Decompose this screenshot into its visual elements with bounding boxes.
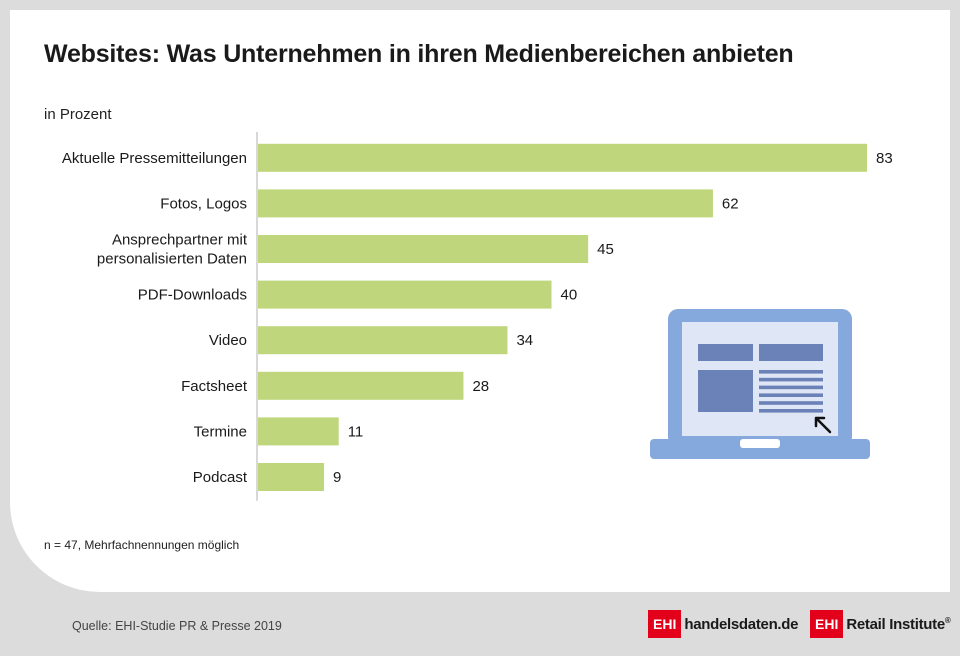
- screen-block-header-right: [759, 344, 823, 361]
- source-note: Quelle: EHI-Studie PR & Presse 2019: [72, 619, 282, 633]
- category-label-line: Fotos, Logos: [160, 195, 247, 212]
- bar-7: [258, 463, 325, 491]
- category-label-line: Ansprechpartner mit: [112, 232, 248, 249]
- screen-text-line: [759, 377, 823, 382]
- category-label-line: Video: [209, 332, 247, 349]
- screen-text-line: [759, 409, 823, 413]
- screen-text-lines: [759, 370, 823, 413]
- bar-1: [258, 189, 713, 218]
- category-label-6: Termine: [194, 423, 247, 440]
- retail-institute-name: Retail Institute: [846, 615, 945, 633]
- ehi-logo-box-2: EHI: [810, 610, 844, 638]
- category-label-0: Aktuelle Pressemitteilungen: [62, 150, 247, 167]
- handelsdaten-logo[interactable]: EHI handelsdaten.de: [648, 610, 799, 638]
- handelsdaten-logo-text: handelsdaten.de: [684, 615, 799, 633]
- category-label-line: PDF-Downloads: [138, 287, 247, 304]
- screen-block-image: [698, 370, 753, 412]
- screen-text-line: [759, 370, 823, 374]
- value-label-6: 11: [348, 423, 364, 440]
- category-label-3: PDF-Downloads: [138, 287, 247, 304]
- bar-4: [258, 326, 508, 355]
- laptop-website-icon: [650, 309, 870, 459]
- value-label-0: 83: [876, 150, 893, 167]
- category-label-4: Video: [209, 332, 247, 349]
- value-label-7: 9: [333, 469, 341, 486]
- bar-5: [258, 371, 464, 400]
- category-label-7: Podcast: [193, 469, 248, 486]
- screen-text-line: [759, 385, 823, 390]
- retail-institute-logo-text: Retail Institute®: [843, 616, 950, 633]
- value-label-1: 62: [722, 195, 739, 212]
- footnote: n = 47, Mehrfachnennungen möglich: [44, 538, 240, 552]
- bar-2: [258, 235, 589, 263]
- cursor-arrow-icon: [814, 416, 832, 434]
- value-label-3: 40: [560, 287, 577, 304]
- category-label-line: Termine: [194, 423, 247, 440]
- category-label-line: Factsheet: [181, 378, 248, 395]
- value-label-4: 34: [516, 332, 533, 349]
- bar-3: [258, 280, 552, 309]
- screen-text-line: [759, 393, 823, 397]
- chart-title: Websites: Was Unternehmen in ihren Medie…: [44, 40, 794, 68]
- registered-mark: ®: [944, 615, 951, 625]
- category-label-line: personalisierten Daten: [97, 251, 247, 268]
- category-label-line: Aktuelle Pressemitteilungen: [62, 150, 247, 167]
- value-label-2: 45: [597, 241, 614, 258]
- screen-text-line: [759, 401, 823, 405]
- category-label-1: Fotos, Logos: [160, 195, 247, 212]
- bar-chart: 83 Aktuelle Pressemitteilungen 62 Fotos, Lo…: [62, 132, 893, 501]
- bar-0: [258, 143, 867, 172]
- unit-label: in Prozent: [44, 106, 112, 123]
- category-label-2: Ansprechpartner mit personalisierten Date…: [97, 232, 248, 268]
- category-label-5: Factsheet: [181, 378, 248, 395]
- ehi-logo-box: EHI: [648, 610, 682, 638]
- ehi-retail-institute-logo[interactable]: EHI Retail Institute®: [810, 610, 951, 638]
- screen-block-header-left: [698, 344, 753, 361]
- bar-6: [258, 417, 339, 446]
- laptop-trackpad-notch: [740, 439, 780, 448]
- category-label-line: Podcast: [193, 469, 248, 486]
- laptop-base: [650, 439, 870, 459]
- value-label-5: 28: [472, 378, 489, 395]
- bars-group: 83 Aktuelle Pressemitteilungen 62 Fotos, Lo…: [62, 143, 893, 491]
